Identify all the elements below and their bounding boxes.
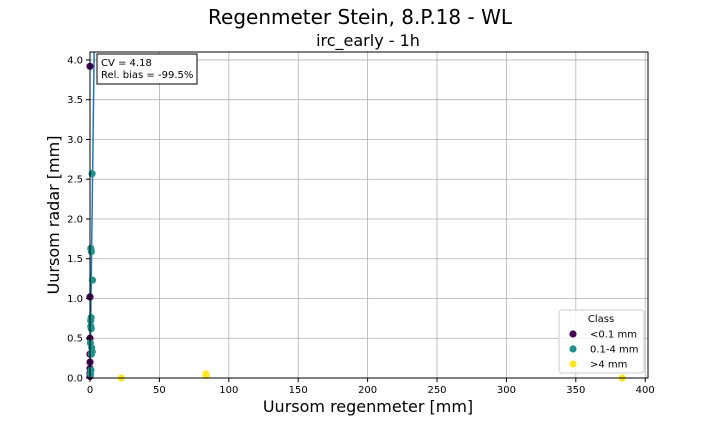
legend-marker bbox=[569, 330, 577, 338]
legend-entry-label: >4 mm bbox=[590, 360, 627, 371]
data-point bbox=[87, 325, 95, 333]
legend: Class <0.1 mm 0.1-4 mm >4 mm bbox=[558, 309, 645, 374]
y-tick-label: 1.5 bbox=[67, 254, 83, 265]
x-ticks: 0 50 100 150 200 250 300 350 400 bbox=[87, 378, 655, 396]
legend-marker bbox=[569, 360, 577, 368]
stats-box: CV = 4.18 Rel. bias = -99.5% bbox=[96, 53, 198, 85]
y-tick-label: 3.0 bbox=[67, 135, 83, 146]
data-point bbox=[87, 247, 95, 256]
x-tick-label: 300 bbox=[497, 385, 516, 396]
x-tick-label: 150 bbox=[289, 385, 308, 396]
x-axis-label: Uursom regenmeter [mm] bbox=[263, 397, 473, 416]
y-tick-label: 1.0 bbox=[67, 294, 83, 305]
x-tick-label: 350 bbox=[566, 385, 585, 396]
y-tick-label: 4.0 bbox=[67, 55, 83, 66]
y-tick-label: 0.5 bbox=[67, 334, 83, 345]
y-tick-label: 3.5 bbox=[67, 95, 83, 106]
plot-frame bbox=[89, 51, 649, 379]
grid bbox=[89, 52, 648, 379]
y-axis-label: Uursom radar [mm] bbox=[44, 136, 63, 295]
legend-marker bbox=[569, 345, 577, 353]
legend-entry-label: 0.1-4 mm bbox=[590, 345, 639, 356]
data-point bbox=[87, 350, 95, 358]
x-tick-label: 50 bbox=[153, 385, 166, 396]
stat-bias: Rel. bias = -99.5% bbox=[101, 70, 193, 81]
x-tick-label: 100 bbox=[219, 385, 238, 396]
x-tick-label: 200 bbox=[358, 385, 377, 396]
data-point bbox=[88, 276, 97, 284]
y-tick-label: 2.0 bbox=[67, 214, 83, 225]
legend-title: Class bbox=[588, 314, 614, 325]
legend-entry-label: <0.1 mm bbox=[590, 330, 637, 341]
data-point bbox=[87, 317, 95, 325]
y-ticks: 0.0 0.5 1.0 1.5 2.0 2.5 3.0 3.5 4.0 bbox=[67, 55, 90, 385]
x-tick-label: 400 bbox=[636, 385, 655, 396]
x-tick-label: 0 bbox=[87, 385, 93, 396]
x-tick-label: 250 bbox=[427, 385, 446, 396]
y-tick-label: 0.0 bbox=[67, 374, 83, 385]
y-tick-label: 2.5 bbox=[67, 175, 83, 186]
chart-title: Regenmeter Stein, 8.P.18 - WL bbox=[208, 5, 513, 29]
data-point bbox=[86, 370, 95, 378]
data-point bbox=[202, 372, 210, 380]
series-group bbox=[117, 370, 626, 382]
points bbox=[86, 62, 626, 382]
stat-cv: CV = 4.18 bbox=[101, 58, 152, 69]
chart-subtitle: irc_early - 1h bbox=[316, 31, 420, 51]
